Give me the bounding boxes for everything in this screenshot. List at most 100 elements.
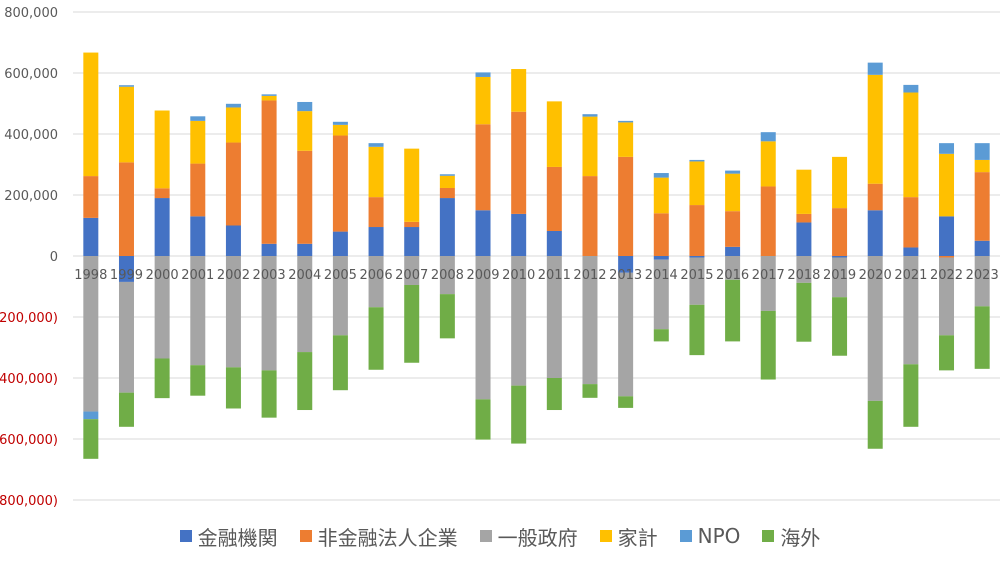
bar-segment	[439, 175, 455, 188]
legend-swatch	[679, 530, 692, 542]
bar-segment	[582, 114, 598, 117]
y-tick-label: (800,000)	[0, 494, 58, 509]
bar-segment	[974, 306, 990, 369]
bar-segment	[332, 135, 348, 232]
bar-segment	[760, 141, 776, 187]
bar-segment	[618, 122, 634, 157]
bar-segment	[154, 198, 170, 256]
bar-segment	[974, 256, 990, 307]
x-tick-label: 1999	[110, 268, 143, 283]
bar-segment	[689, 304, 705, 356]
bar-segment	[190, 120, 206, 164]
bar-segment	[796, 222, 812, 256]
bar-segment	[225, 367, 241, 409]
legend-label: 金融機関	[197, 525, 278, 550]
bar-segment	[546, 230, 562, 256]
bar-segment	[832, 297, 848, 356]
bar-segment	[297, 352, 313, 411]
bar-segment	[653, 173, 669, 178]
bar-segment	[261, 370, 277, 418]
x-tick-label: 2000	[146, 268, 179, 283]
x-tick-label: 2014	[645, 268, 678, 283]
bar-segment	[939, 143, 955, 154]
y-tick-label: 200,000	[4, 189, 58, 204]
bar-segment	[832, 156, 848, 209]
bar-segment	[404, 148, 420, 222]
bar-segment	[796, 282, 812, 342]
bar-segment	[760, 256, 776, 311]
bar-segment	[190, 116, 206, 121]
legend-item: 非金融法人企業	[299, 522, 458, 551]
bar-segment	[190, 365, 206, 396]
y-tick-label: 400,000	[4, 128, 58, 143]
x-axis-tick-labels: 1998 1999 2000 2001 2002 2003 2004 2005 2006 2007…	[74, 268, 998, 283]
bar-segment	[903, 247, 919, 256]
bar-segment	[582, 256, 598, 385]
y-tick-label: (200,000)	[0, 311, 58, 326]
bar-segment	[439, 187, 455, 199]
bar-segment	[261, 94, 277, 96]
bar-segment	[618, 256, 634, 273]
bar-segment	[725, 256, 741, 280]
bar-segment	[939, 216, 955, 256]
bar-segment	[511, 256, 527, 386]
bar-segment	[190, 256, 206, 366]
bar-segment	[760, 186, 776, 256]
legend-label: NPO	[697, 524, 741, 548]
bar-segment	[867, 62, 883, 75]
bar-segment	[867, 400, 883, 449]
bar-segment	[689, 205, 705, 256]
bar-segment	[439, 256, 455, 295]
bar-segment	[83, 217, 99, 256]
bar-segment	[261, 243, 277, 256]
bar-segment	[83, 256, 99, 412]
bar-segment	[867, 74, 883, 184]
bar-segment	[154, 110, 170, 189]
bar-segment	[689, 159, 705, 162]
bar-segment	[832, 256, 848, 258]
bar-segment	[939, 153, 955, 217]
gridlines	[73, 11, 1000, 501]
legend-item: 海外	[762, 522, 820, 551]
x-tick-label: 2011	[538, 268, 571, 283]
y-axis-tick-labels: 800,000 600,000 400,000 200,000 0 (200,000) (4…	[0, 6, 58, 509]
bar-segment	[297, 111, 313, 151]
bar-segment	[725, 279, 741, 342]
y-tick-label: 600,000	[4, 67, 58, 82]
bar-segment	[261, 256, 277, 371]
bar-segment	[475, 76, 491, 125]
bar-segment	[225, 256, 241, 368]
bar-segment	[832, 208, 848, 256]
bar-segment	[368, 146, 384, 198]
bar-segment	[511, 111, 527, 214]
bar-segment	[511, 213, 527, 256]
bar-segment	[903, 84, 919, 93]
x-tick-label: 2012	[573, 268, 606, 283]
bar-segment	[404, 256, 420, 285]
bar-segment	[297, 101, 313, 112]
x-tick-label: 2015	[680, 268, 713, 283]
bar-segment	[582, 384, 598, 398]
bar-segment	[475, 124, 491, 211]
x-tick-label: 2006	[360, 268, 393, 283]
bar-segment	[618, 396, 634, 408]
bar-segment	[261, 95, 277, 101]
x-tick-label: 2022	[930, 268, 963, 283]
bar-segment	[903, 256, 919, 365]
legend-swatch	[762, 530, 775, 542]
bar-segment	[939, 257, 955, 336]
x-tick-label: 1998	[74, 268, 107, 283]
bar-segment	[653, 256, 669, 260]
bar-segment	[118, 281, 134, 393]
bar-segment	[939, 256, 955, 258]
bar-segment	[475, 72, 491, 77]
bar-segment	[83, 419, 99, 459]
y-tick-label: (600,000)	[0, 433, 58, 448]
bar-segment	[618, 156, 634, 256]
bar-segment	[332, 256, 348, 336]
bar-segment	[903, 364, 919, 427]
bar-segment	[118, 86, 134, 163]
bar-segment	[546, 166, 562, 231]
legend-swatch	[599, 530, 612, 542]
